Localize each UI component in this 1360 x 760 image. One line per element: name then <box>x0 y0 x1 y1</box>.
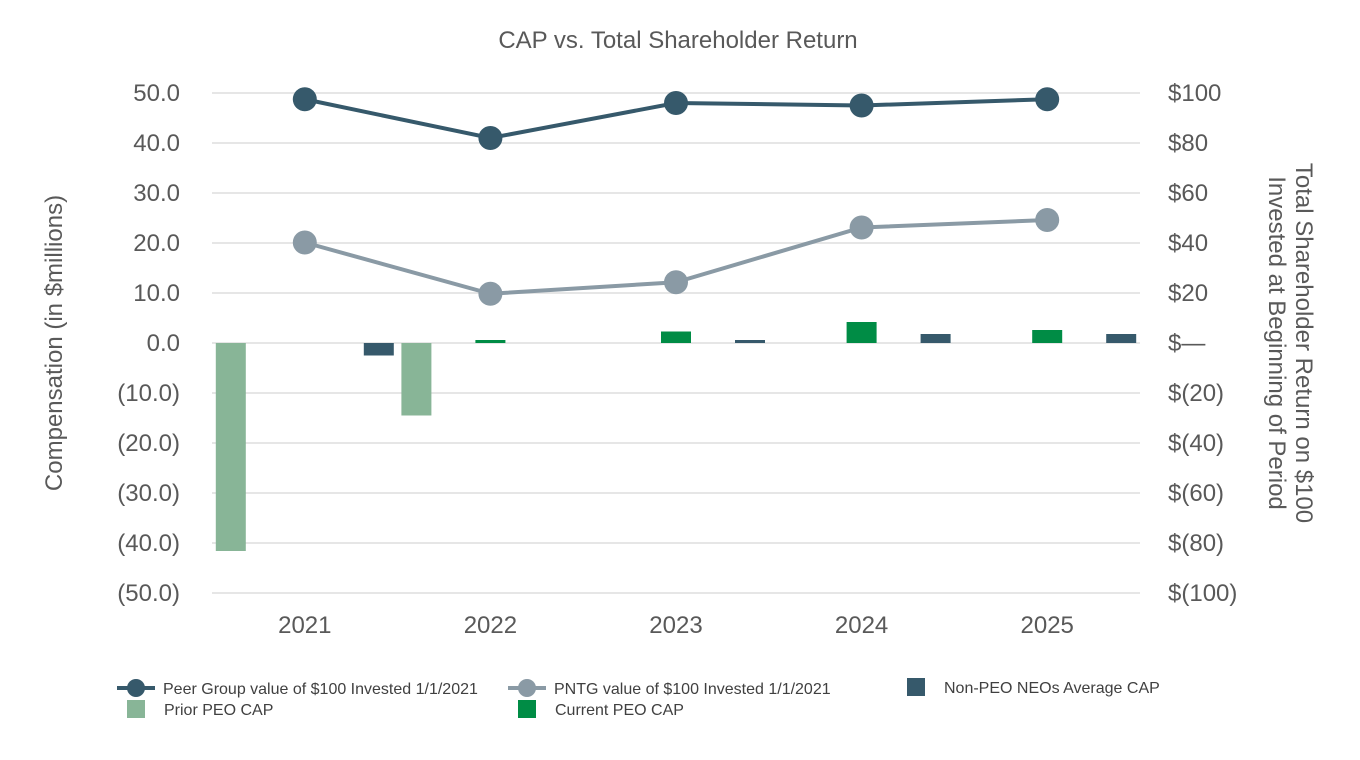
series-point <box>292 87 317 112</box>
legend-box-swatch <box>907 678 925 696</box>
y-tick-label: 50.0 <box>133 80 180 107</box>
bar <box>1032 330 1063 343</box>
y-tick-label: (10.0) <box>117 380 180 407</box>
y-axis-label: Compensation (in $millions) <box>41 195 68 491</box>
y2-tick-label: $— <box>1168 330 1205 357</box>
y2-tick-label: $80 <box>1168 130 1208 157</box>
y-tick-label: 40.0 <box>133 130 180 157</box>
bar <box>401 343 432 416</box>
legend-label: PNTG value of $100 Invested 1/1/2021 <box>554 681 831 698</box>
y2-axis-label-line2: Invested at Beginning of Period <box>1263 176 1290 510</box>
legend-box-swatch <box>518 700 536 718</box>
legend-label: Peer Group value of $100 Invested 1/1/20… <box>163 681 478 698</box>
series-point <box>1035 87 1060 112</box>
right-axis-ticks: $100 $80 $60 $40 $20 $— $(20) $(40) $(60) $(80) $(… <box>1168 80 1237 607</box>
y-tick-label: (40.0) <box>117 530 180 557</box>
y2-tick-label: $40 <box>1168 230 1208 257</box>
bar <box>846 322 877 343</box>
series-point <box>478 126 503 150</box>
bar <box>1106 334 1137 343</box>
y2-tick-label: $20 <box>1168 280 1208 307</box>
x-tick-label: 2022 <box>464 612 517 639</box>
x-tick-label: 2025 <box>1021 612 1074 639</box>
legend-box-swatch <box>127 700 145 718</box>
bar <box>661 331 691 343</box>
y2-axis-label-line1: Total Shareholder Return on $100 <box>1290 163 1317 523</box>
legend: Peer Group value of $100 Invested 1/1/20… <box>117 678 1160 719</box>
y2-tick-label: $100 <box>1168 80 1221 107</box>
y-tick-label: (30.0) <box>117 480 180 507</box>
y-tick-label: 20.0 <box>133 230 180 257</box>
series-point <box>292 230 317 255</box>
legend-marker-swatch <box>127 679 145 697</box>
x-tick-label: 2023 <box>649 612 702 639</box>
legend-marker-swatch <box>518 679 536 697</box>
x-tick-label: 2024 <box>835 612 888 639</box>
y-tick-label: 0.0 <box>147 330 180 357</box>
y2-tick-label: $60 <box>1168 180 1208 207</box>
series-point <box>1035 208 1060 232</box>
x-tick-label: 2021 <box>278 612 331 639</box>
legend-label: Non-PEO NEOs Average CAP <box>944 680 1160 697</box>
bar <box>735 340 765 343</box>
x-axis-ticks: 2021 2022 2023 2024 2025 <box>278 612 1074 639</box>
y2-tick-label: $(60) <box>1168 480 1224 507</box>
line-marks <box>292 87 1060 306</box>
bar <box>475 340 506 343</box>
y-tick-label: 10.0 <box>133 280 180 307</box>
series-point <box>664 91 688 115</box>
y2-tick-label: $(100) <box>1168 580 1237 607</box>
y2-tick-label: $(20) <box>1168 380 1224 407</box>
y-tick-label: (50.0) <box>117 580 180 607</box>
y2-tick-label: $(40) <box>1168 430 1224 457</box>
y-tick-label: (20.0) <box>117 430 180 457</box>
series-point <box>849 93 874 118</box>
chart-title: CAP vs. Total Shareholder Return <box>498 27 857 54</box>
y2-tick-label: $(80) <box>1168 530 1224 557</box>
legend-label: Current PEO CAP <box>555 702 684 719</box>
legend-label: Prior PEO CAP <box>164 702 273 719</box>
left-axis-ticks: 50.0 40.0 30.0 20.0 10.0 0.0 (10.0) (20.0) (30.0… <box>117 80 180 607</box>
bar <box>920 334 951 343</box>
series-point <box>849 215 874 240</box>
series-point <box>478 281 503 306</box>
bar-marks <box>215 322 1137 551</box>
bar <box>363 343 394 356</box>
bar <box>215 343 246 551</box>
y-tick-label: 30.0 <box>133 180 180 207</box>
series-point <box>664 270 688 295</box>
